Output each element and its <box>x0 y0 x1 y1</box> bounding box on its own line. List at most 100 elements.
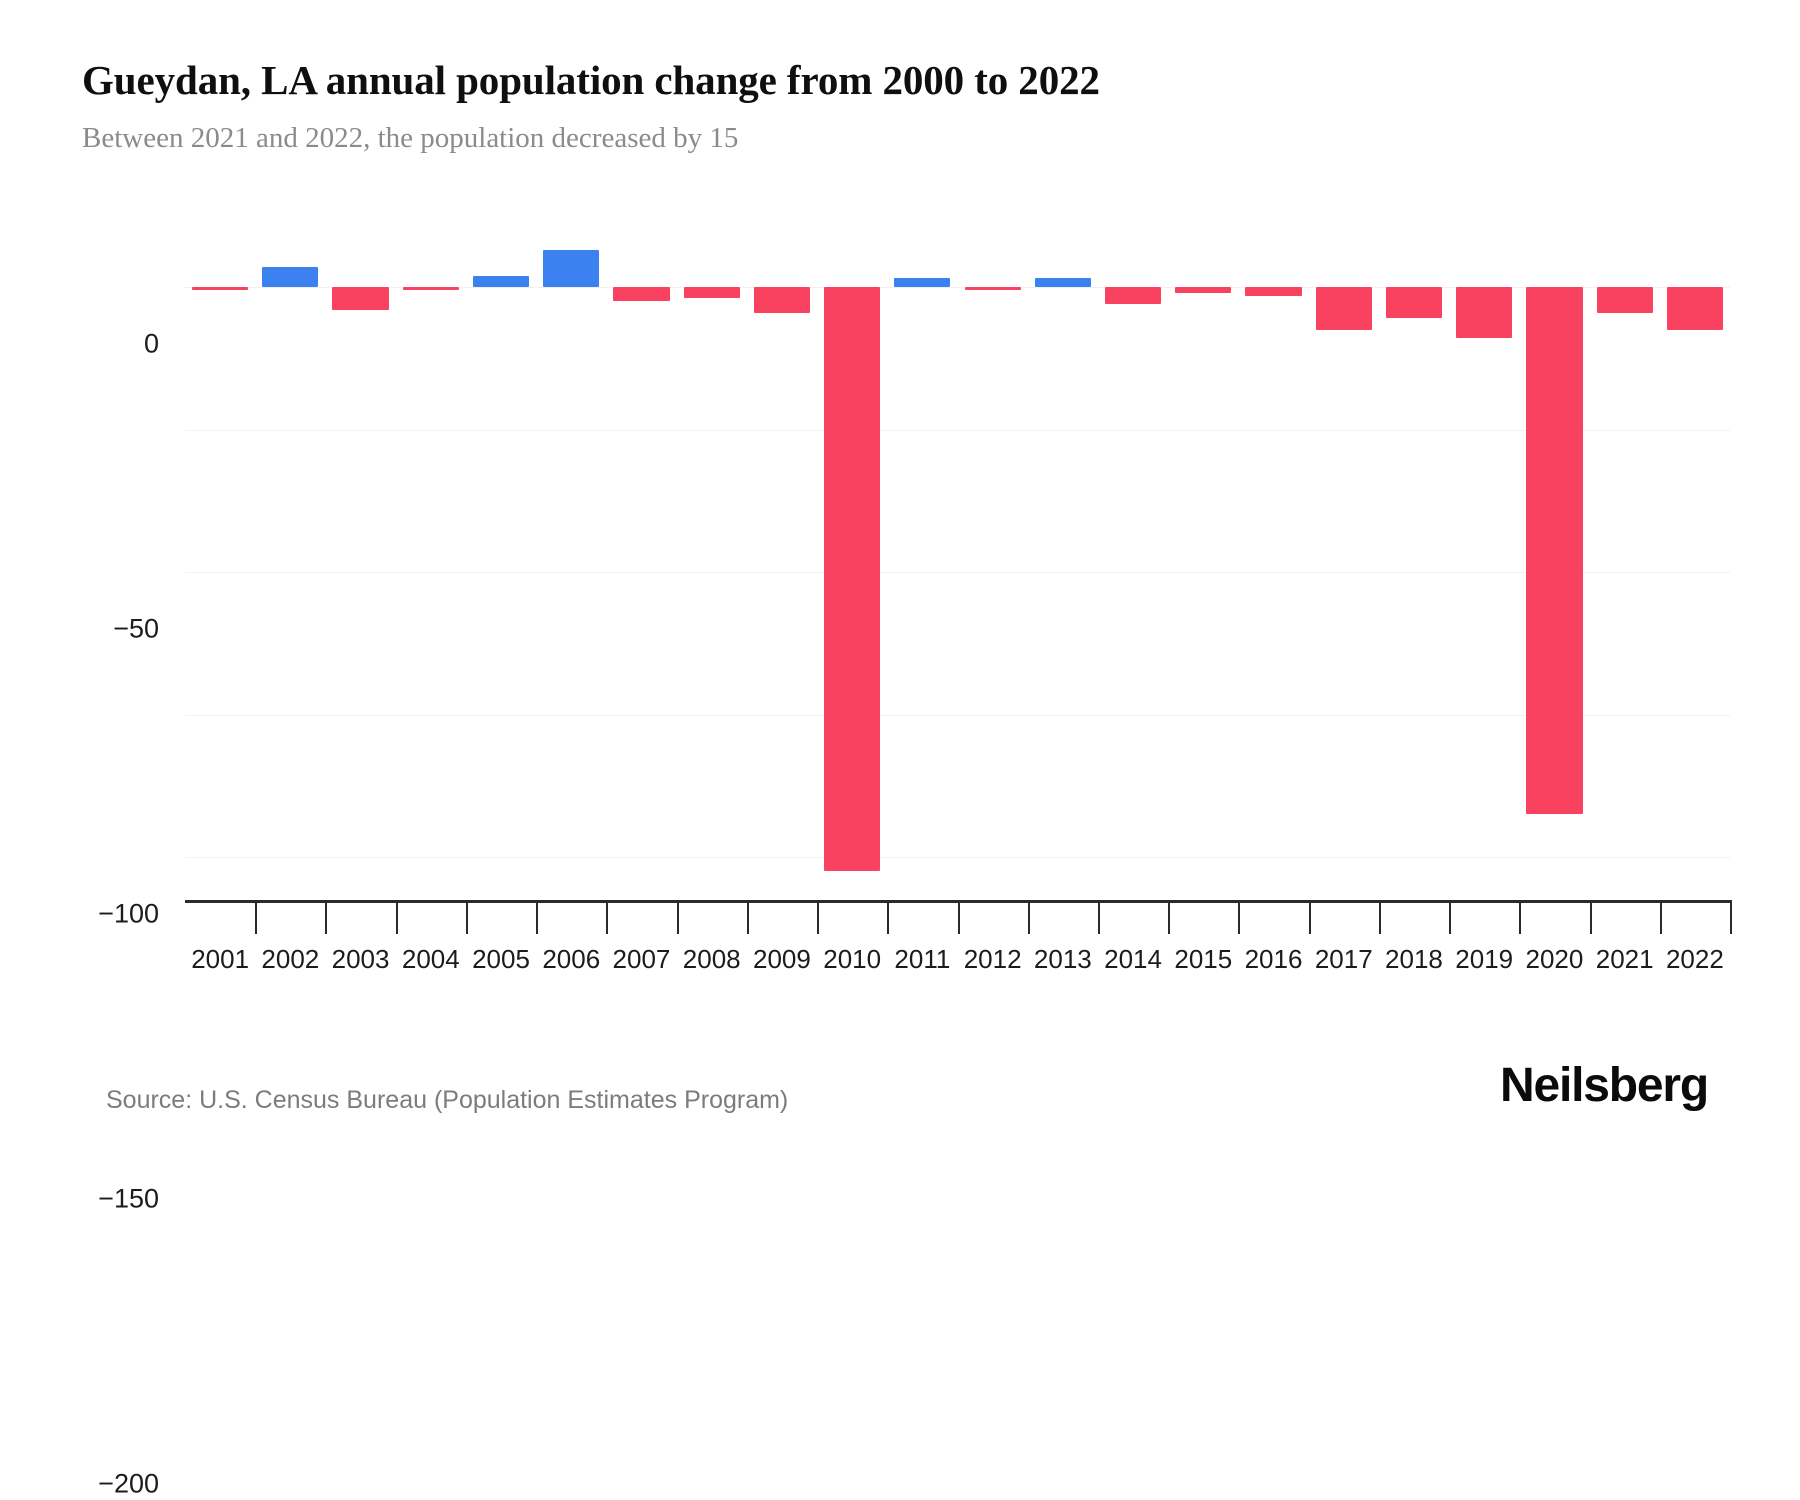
bar-2004[interactable] <box>402 287 459 291</box>
bar-2010[interactable] <box>824 287 881 872</box>
bar-2001[interactable] <box>192 287 249 291</box>
y-axis-tick-label: −200 <box>98 1468 159 1499</box>
bar-2019[interactable] <box>1456 287 1513 339</box>
x-axis-tick <box>1097 900 1100 934</box>
bar-slot[interactable] <box>1238 230 1308 900</box>
x-axis-label-2016: 2016 <box>1244 944 1303 974</box>
bar-2022[interactable] <box>1666 287 1723 330</box>
bar-slot[interactable] <box>747 230 817 900</box>
x-axis-label-2018: 2018 <box>1385 944 1443 974</box>
plot-canvas: 0 −50 −100 −150 −200 <box>98 230 1730 1499</box>
x-axis-tick <box>606 900 609 934</box>
bar-slot[interactable] <box>817 230 887 900</box>
bar-slot[interactable] <box>1590 230 1660 900</box>
gridline: −50 <box>113 429 1730 644</box>
bar-2006[interactable] <box>543 249 600 288</box>
x-axis-tick <box>1730 900 1732 934</box>
bar-slot[interactable] <box>1168 230 1238 900</box>
x-axis-label-2002: 2002 <box>261 944 320 974</box>
x-axis-tick <box>1519 900 1522 934</box>
x-axis-tick <box>887 900 890 934</box>
bar-slot[interactable] <box>1309 230 1379 900</box>
bar-2002[interactable] <box>262 267 319 288</box>
x-axis-tick <box>536 900 539 934</box>
chart-subtitle: Between 2021 and 2022, the population de… <box>82 121 739 154</box>
bar-slot[interactable] <box>1379 230 1449 900</box>
gridline: 0 <box>144 287 1730 359</box>
x-axis-label-2017: 2017 <box>1314 944 1373 974</box>
bar-2016[interactable] <box>1245 287 1302 296</box>
y-axis-tick-label: −50 <box>113 613 159 644</box>
source-note: Source: U.S. Census Bureau (Population E… <box>106 1086 789 1114</box>
bar-slot[interactable] <box>958 230 1028 900</box>
bar-2011[interactable] <box>894 278 951 287</box>
x-axis-label-2010: 2010 <box>823 944 882 974</box>
bar-slot[interactable] <box>536 230 606 900</box>
bar-2003[interactable] <box>332 287 389 310</box>
bar-2013[interactable] <box>1034 278 1091 287</box>
bars-group <box>185 230 1730 900</box>
bar-slot[interactable] <box>1028 230 1098 900</box>
bar-2005[interactable] <box>472 275 530 287</box>
x-axis-tick <box>1027 900 1030 934</box>
bar-slot[interactable] <box>606 230 676 900</box>
bar-slot[interactable] <box>1660 230 1730 900</box>
bar-slot[interactable] <box>887 230 957 900</box>
gridline: −100 <box>98 572 1730 929</box>
bar-slot[interactable] <box>1449 230 1519 900</box>
bar-2021[interactable] <box>1596 287 1653 313</box>
bar-slot[interactable] <box>325 230 395 900</box>
page-title: Gueydan, LA annual population change fro… <box>82 57 1100 103</box>
x-axis-tick <box>465 900 468 934</box>
bar-2008[interactable] <box>683 287 740 299</box>
x-axis-label-2021: 2021 <box>1595 944 1654 974</box>
x-axis-label-2013: 2013 <box>1033 944 1092 974</box>
x-axis-tick <box>1168 900 1171 934</box>
x-axis-label-2015: 2015 <box>1174 944 1233 974</box>
x-axis-label-2019: 2019 <box>1455 944 1514 974</box>
bar-slot[interactable] <box>466 230 536 900</box>
bar-2012[interactable] <box>964 287 1021 291</box>
x-axis-label-2022: 2022 <box>1665 944 1724 974</box>
x-axis-tick <box>255 900 258 934</box>
bar-slot[interactable] <box>1519 230 1589 900</box>
bar-slot[interactable] <box>185 230 255 900</box>
x-axis-tick <box>1589 900 1592 934</box>
bar-2018[interactable] <box>1385 287 1443 319</box>
y-axis-tick-label: −100 <box>98 898 159 929</box>
x-axis-label-2003: 2003 <box>331 944 390 974</box>
x-axis-label-2005: 2005 <box>472 944 530 974</box>
y-axis-tick-label: 0 <box>143 328 159 359</box>
x-axis-label-2001: 2001 <box>191 944 250 974</box>
x-axis-label-2008: 2008 <box>682 944 741 974</box>
bar-2015[interactable] <box>1175 287 1232 293</box>
bar-2017[interactable] <box>1315 287 1372 330</box>
brand-logo: Neilsberg <box>1500 1059 1709 1112</box>
x-axis-tick <box>1449 900 1452 934</box>
x-axis-tick <box>676 900 679 934</box>
x-axis-tick <box>325 900 328 934</box>
chart-plot-area: 0 −50 −100 −150 −200 2001 2002 2003 2004 2005 200… <box>98 230 1732 1499</box>
x-axis-label-2006: 2006 <box>542 944 601 974</box>
x-axis-labels: 2001 2002 2003 2004 2005 2006 2007 2008 2009 2010… <box>185 944 1730 984</box>
x-axis-label-2020: 2020 <box>1525 944 1584 974</box>
bar-slot[interactable] <box>255 230 325 900</box>
bar-2009[interactable] <box>753 287 810 313</box>
bar-2007[interactable] <box>613 287 670 302</box>
chart-header: Gueydan, LA annual population change fro… <box>82 57 1702 155</box>
bar-2020[interactable] <box>1526 287 1583 815</box>
x-axis-tick <box>957 900 960 934</box>
bar-slot[interactable] <box>677 230 747 900</box>
x-axis-tick <box>1659 900 1662 934</box>
bar-2014[interactable] <box>1104 287 1162 305</box>
x-axis-label-2014: 2014 <box>1104 944 1162 974</box>
x-axis-ticks <box>185 900 1732 934</box>
x-axis-label-2011: 2011 <box>894 944 951 974</box>
bar-slot[interactable] <box>1098 230 1168 900</box>
x-axis-label-2007: 2007 <box>612 944 671 974</box>
x-axis-tick <box>1238 900 1241 934</box>
x-axis-label-2012: 2012 <box>963 944 1022 974</box>
x-axis-tick <box>1308 900 1311 934</box>
bar-slot[interactable] <box>396 230 466 900</box>
x-axis-label-2009: 2009 <box>753 944 811 974</box>
